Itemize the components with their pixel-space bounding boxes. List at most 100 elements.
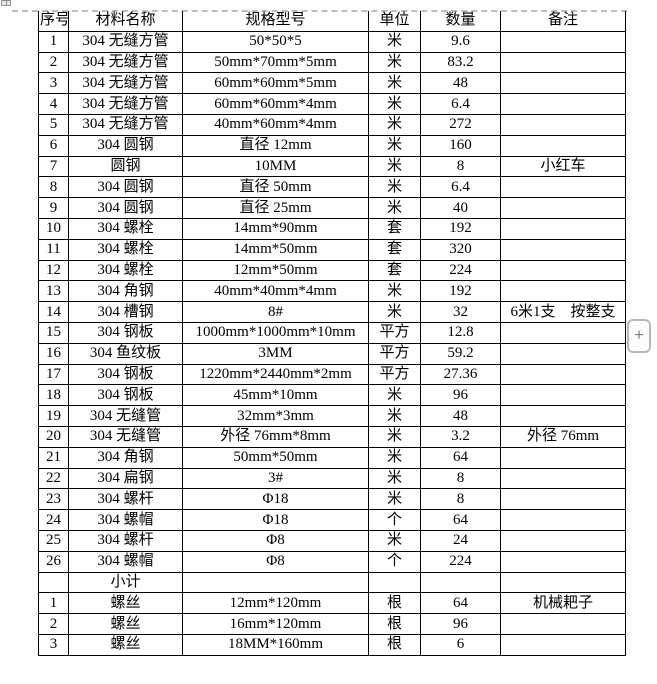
table-row: 14 304 槽钢 8# 米 32 6米1支 按整支	[38, 301, 626, 323]
cell-material: 螺丝	[68, 592, 183, 615]
cell-unit: 米	[368, 197, 421, 219]
cell-note	[500, 93, 626, 115]
cell-qty: 48	[420, 405, 501, 427]
cell-note	[500, 30, 626, 53]
cell-unit: 个	[368, 550, 421, 573]
table-row: 1 螺丝 12mm*120mm 根 64 机械耙子	[38, 592, 626, 615]
cell-unit: 米	[368, 384, 421, 407]
cell-qty: 6.4	[420, 176, 501, 199]
cell-note: 小红车	[500, 155, 626, 178]
cell-note	[500, 217, 626, 240]
cell-unit: 根	[368, 633, 421, 656]
cell-spec: 40mm*60mm*4mm	[182, 113, 369, 136]
cell-qty: 3.2	[420, 425, 501, 448]
cell-seq	[38, 571, 69, 594]
cell-note	[500, 321, 626, 344]
cell-qty: 272	[420, 113, 501, 136]
cell-note	[500, 613, 626, 635]
cell-unit: 米	[368, 425, 421, 448]
cell-note: 机械耙子	[500, 592, 626, 615]
cell-spec: 32mm*3mm	[182, 405, 369, 427]
cell-material: 304 鱼纹板	[68, 342, 183, 365]
cell-qty: 64	[420, 592, 501, 615]
table-row: 21 304 角钢 50mm*50mm 米 64	[38, 446, 626, 469]
cell-spec: 16mm*120mm	[182, 613, 369, 635]
cell-material: 304 螺栓	[68, 238, 183, 261]
cell-material: 小计	[68, 571, 183, 594]
column-header-material: 材料名称	[68, 11, 183, 32]
cell-seq: 9	[38, 197, 69, 219]
cell-note	[500, 259, 626, 282]
cell-material: 304 无缝方管	[68, 72, 183, 95]
cell-qty: 320	[420, 238, 501, 261]
cell-unit: 套	[368, 238, 421, 261]
cell-qty: 48	[420, 72, 501, 95]
cell-seq: 26	[38, 550, 69, 573]
table-row: 26 304 螺帽 Φ8 个 224	[38, 550, 626, 573]
cell-spec: 直径 25mm	[182, 197, 369, 219]
cell-seq: 6	[38, 134, 69, 157]
column-header-qty: 数量	[420, 11, 501, 32]
cell-note	[500, 51, 626, 74]
cell-note	[500, 280, 626, 303]
cell-qty: 96	[420, 384, 501, 407]
table-row: 7 圆钢 10MM 米 8 小红车	[38, 155, 626, 178]
cell-spec: Φ18	[182, 509, 369, 531]
cell-spec: 50*50*5	[182, 30, 369, 53]
cell-qty: 40	[420, 197, 501, 219]
cell-material: 304 螺杆	[68, 488, 183, 511]
table-row: 18 304 钢板 45mm*10mm 米 96	[38, 384, 626, 407]
table-row: 23 304 螺杆 Φ18 米 8	[38, 488, 626, 511]
cell-qty: 160	[420, 134, 501, 157]
table-row: 17 304 钢板 1220mm*2440mm*2mm 平方 27.36	[38, 363, 626, 386]
cell-qty: 6.4	[420, 93, 501, 115]
cell-note	[500, 571, 626, 594]
table-row: 20 304 无缝管 外径 76mm*8mm 米 3.2 外径 76mm	[38, 425, 626, 448]
cell-spec: 60mm*60mm*4mm	[182, 93, 369, 115]
cell-note	[500, 529, 626, 552]
cell-spec: 12mm*50mm	[182, 259, 369, 282]
cell-seq: 7	[38, 155, 69, 178]
cell-unit: 套	[368, 259, 421, 282]
cell-seq: 15	[38, 321, 69, 344]
cell-unit: 平方	[368, 321, 421, 344]
cell-note	[500, 342, 626, 365]
cell-note	[500, 446, 626, 469]
cell-note	[500, 550, 626, 573]
table-row: 12 304 螺栓 12mm*50mm 套 224	[38, 259, 626, 282]
cell-spec: 1220mm*2440mm*2mm	[182, 363, 369, 386]
cell-material: 304 钢板	[68, 321, 183, 344]
cell-qty: 6	[420, 633, 501, 656]
table-row: 25 304 螺杆 Φ8 米 24	[38, 529, 626, 552]
cell-unit: 米	[368, 51, 421, 74]
cell-note	[500, 509, 626, 531]
cell-note	[500, 488, 626, 511]
table-move-handle-icon[interactable]	[1, 0, 11, 6]
cell-seq: 3	[38, 633, 69, 656]
cell-note	[500, 176, 626, 199]
cell-qty: 64	[420, 509, 501, 531]
cell-seq: 20	[38, 425, 69, 448]
table-row: 2 螺丝 16mm*120mm 根 96	[38, 613, 626, 635]
cell-material: 圆钢	[68, 155, 183, 178]
cell-material: 304 螺栓	[68, 259, 183, 282]
cell-unit: 米	[368, 280, 421, 303]
cell-spec: 8#	[182, 301, 369, 323]
cell-spec: 45mm*10mm	[182, 384, 369, 407]
cell-note: 6米1支 按整支	[500, 301, 626, 323]
cell-material: 304 螺帽	[68, 550, 183, 573]
cell-unit: 平方	[368, 363, 421, 386]
cell-qty: 8	[420, 488, 501, 511]
cell-qty: 59.2	[420, 342, 501, 365]
cell-material: 304 角钢	[68, 446, 183, 469]
cell-spec: Φ8	[182, 529, 369, 552]
cell-material: 304 钢板	[68, 384, 183, 407]
cell-note	[500, 72, 626, 95]
cell-spec: 12mm*120mm	[182, 592, 369, 615]
cell-material: 304 螺杆	[68, 529, 183, 552]
cell-spec: Φ18	[182, 488, 369, 511]
insert-rows-button[interactable]: +	[627, 319, 651, 353]
cell-unit: 米	[368, 446, 421, 469]
cell-unit: 米	[368, 93, 421, 115]
cell-seq: 8	[38, 176, 69, 199]
